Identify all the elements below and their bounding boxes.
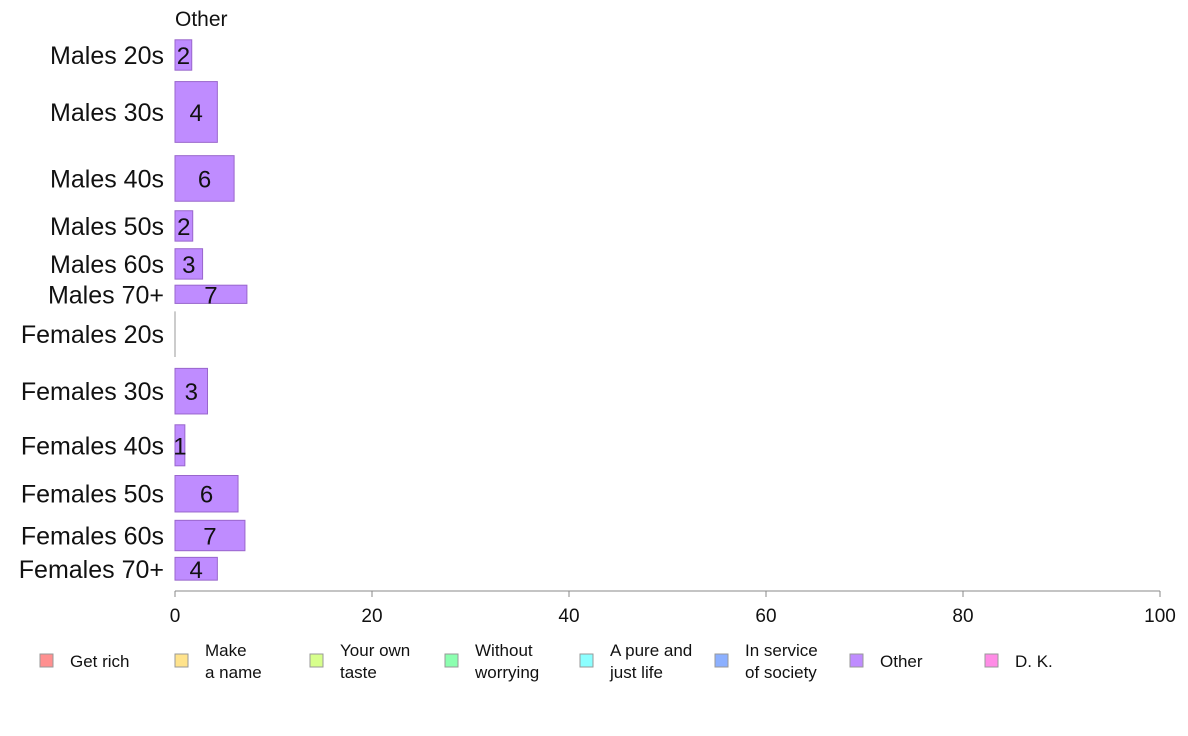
bar-value-label-females-70: 4 [189,557,202,584]
category-label-males-60s: Males 60s [50,251,164,279]
legend-label-make-a-name-line-1: Make [205,641,247,660]
legend-label-without-worrying-line-2: worrying [474,663,539,682]
category-label-males-40s: Males 40s [50,165,164,193]
category-label-males-70: Males 70+ [48,281,164,309]
category-label-males-30s: Males 30s [50,99,164,127]
legend: Get rich Make a name Your own taste Without wo… [39,641,1053,682]
bar-males-50s [174,210,194,242]
legend-label-get-rich: Get rich [70,652,130,671]
legend-label-your-own-taste-line-2: taste [340,663,377,682]
x-tick-label-60: 60 [755,606,776,627]
category-label-females-70: Females 70+ [19,556,164,584]
x-tick-label-20: 20 [361,606,382,627]
bar-females-60s [174,519,246,552]
legend-swatch-without-worrying [444,653,459,668]
bar-males-30s [174,81,218,143]
bar-value-label-males-30s: 4 [189,100,202,127]
legend-label-a-pure-and-just-life-line-2: just life [609,663,663,682]
legend-label-other: Other [880,652,923,671]
x-axis: 0 20 40 60 80 100 [170,590,1176,627]
category-label-females-30s: Females 30s [21,378,164,406]
category-label-females-20s: Females 20s [21,321,164,349]
legend-swatch-in-service-of-society [714,653,729,668]
legend-swatch-get-rich [39,653,54,668]
legend-swatch-a-pure-and-just-life [579,653,594,668]
bar-value-label-males-70: 7 [204,282,217,309]
legend-label-d-k: D. K. [1015,652,1053,671]
category-label-females-50s: Females 50s [21,481,164,509]
bar-males-60s [174,248,204,280]
legend-label-a-pure-and-just-life-line-1: A pure and [610,641,692,660]
bar-value-label-males-60s: 3 [182,252,195,279]
legend-swatch-d-k [984,653,999,668]
bar-females-40s [174,424,186,467]
panel-title: Other [175,8,228,31]
bars-group [174,39,248,581]
legend-label-without-worrying-line-1: Without [475,641,533,660]
x-tick-label-100: 100 [1144,606,1176,627]
x-tick-label-0: 0 [170,606,181,627]
legend-swatch-make-a-name [174,653,189,668]
category-labels: Males 20s Males 30s Males 40s Males 50s Male… [19,42,164,584]
category-label-females-40s: Females 40s [21,432,164,460]
category-label-males-50s: Males 50s [50,213,164,241]
legend-label-make-a-name-line-2: a name [205,663,262,682]
bar-value-label-females-60s: 7 [203,524,216,551]
x-tick-label-80: 80 [952,606,973,627]
category-label-males-20s: Males 20s [50,42,164,70]
bar-females-50s [174,474,239,513]
legend-label-in-service-of-society-line-2: of society [745,663,817,682]
legend-label-in-service-of-society-line-1: In service [745,641,818,660]
legend-swatch-other [849,653,864,668]
bar-value-label-females-40s: 1 [173,433,186,460]
bar-females-70 [174,556,218,581]
bar-value-label-males-40s: 6 [198,166,211,193]
legend-swatch-your-own-taste [309,653,324,668]
bar-males-20s [174,39,193,71]
bar-value-label-females-50s: 6 [200,482,213,509]
bar-males-40s [174,155,235,202]
bar-value-label-males-20s: 2 [177,43,190,70]
legend-label-your-own-taste-line-1: Your own [340,641,410,660]
category-label-females-60s: Females 60s [21,523,164,551]
bar-males-70 [174,284,248,304]
bar-value-label-females-30s: 3 [185,379,198,406]
x-tick-label-40: 40 [558,606,579,627]
bar-value-label-males-50s: 2 [177,214,190,241]
bar-females-30s [174,367,209,415]
